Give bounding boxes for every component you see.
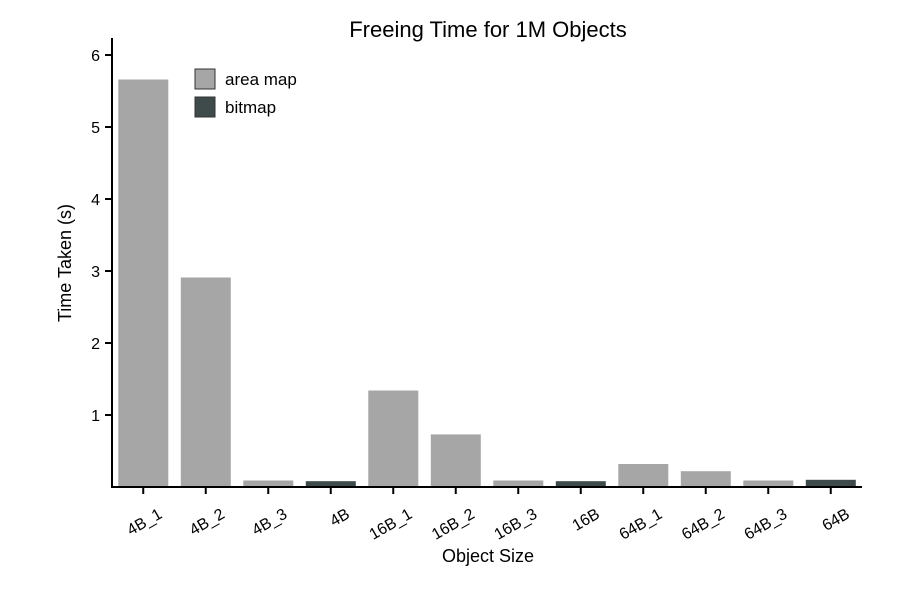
bar-16b-2 (430, 434, 481, 487)
bar-4b-1 (118, 79, 169, 487)
y-axis-label: Time Taken (s) (55, 204, 75, 322)
x-tick-label: 16B_3 (492, 506, 541, 544)
bar-64b-2 (680, 471, 731, 487)
legend-label-bitmap: bitmap (225, 98, 276, 117)
legend-swatch-bitmap (194, 96, 216, 118)
y-tick-label: 5 (91, 120, 100, 137)
y-tick-label: 4 (91, 192, 100, 209)
bar-64b (805, 479, 856, 487)
x-tick-label: 16B_2 (429, 506, 478, 544)
bar-64b-1 (618, 464, 669, 487)
x-tick-label: 16B_1 (367, 506, 416, 544)
x-tick-label: 64B_2 (679, 506, 728, 544)
x-tick-label: 4B_1 (124, 506, 165, 539)
bar-16b (555, 481, 606, 487)
y-tick-label: 2 (91, 336, 100, 353)
x-tick-label: 4B_3 (249, 506, 290, 539)
x-tick-label: 64B_3 (742, 506, 791, 544)
bar-4b (305, 481, 356, 487)
x-axis-label: Object Size (442, 546, 534, 566)
bar-16b-3 (493, 480, 544, 487)
legend: area map bitmap (194, 68, 297, 118)
bar-4b-2 (180, 277, 231, 487)
chart-title: Freeing Time for 1M Objects (349, 17, 627, 42)
legend-label-area-map: area map (225, 70, 297, 89)
bar-16b-1 (368, 390, 419, 487)
y-tick-label: 6 (91, 48, 100, 65)
x-tick-label: 64B_1 (617, 506, 666, 544)
bars-group (118, 79, 856, 487)
y-ticks-group: 1 2 3 4 5 6 (91, 48, 112, 425)
x-tick-label: 4B (327, 506, 352, 531)
x-tick-label: 64B (820, 506, 853, 535)
y-tick-label: 1 (91, 408, 100, 425)
y-tick-label: 3 (91, 264, 100, 281)
x-tick-label: 16B (570, 506, 603, 535)
bar-64b-3 (743, 480, 794, 487)
x-ticks-group: 4B_1 4B_2 4B_3 4B 16B_1 16B_2 16B_3 16B 64B_1 64B… (124, 487, 853, 544)
legend-swatch-area-map (194, 68, 216, 90)
bar-4b-3 (243, 480, 294, 487)
x-tick-label: 4B_2 (187, 506, 228, 539)
